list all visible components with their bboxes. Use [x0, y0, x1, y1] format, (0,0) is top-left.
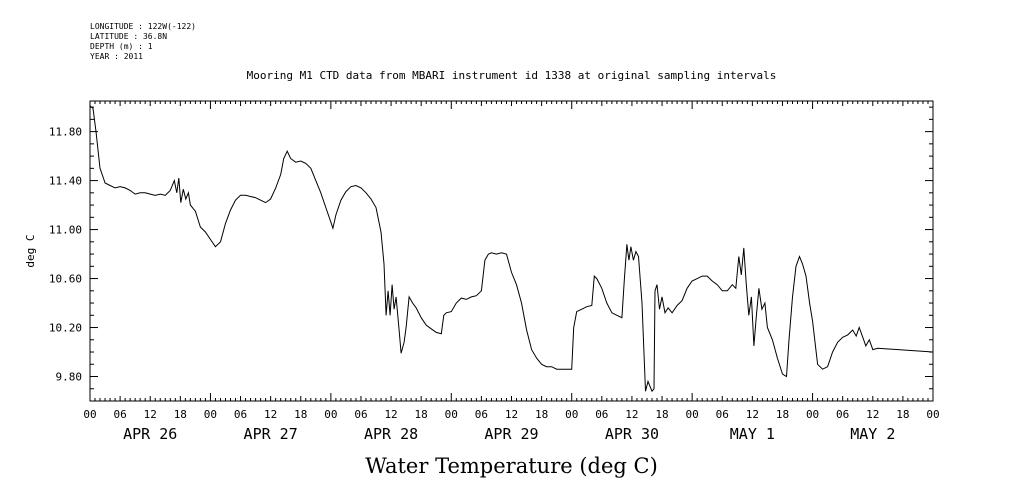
x-hour-label: 18 — [174, 408, 187, 421]
x-hour-label: 00 — [686, 408, 699, 421]
x-day-label: APR 27 — [244, 425, 298, 443]
water-temperature-line — [89, 105, 934, 393]
x-hour-label: 00 — [204, 408, 217, 421]
x-hour-label: 06 — [595, 408, 608, 421]
x-hour-label: 12 — [625, 408, 638, 421]
y-tick-label: 10.60 — [49, 273, 82, 286]
x-hour-label: 06 — [836, 408, 849, 421]
axis-ticks — [89, 101, 934, 402]
x-hour-label: 06 — [716, 408, 729, 421]
x-hour-label: 18 — [415, 408, 428, 421]
x-hour-label: 00 — [806, 408, 819, 421]
x-hour-label: 00 — [565, 408, 578, 421]
x-hour-label: 12 — [746, 408, 759, 421]
x-day-labels: APR 26 APR 27 APR 28 APR 29 APR 30 MAY 1 MAY 2 — [123, 425, 895, 443]
x-hour-label: 06 — [113, 408, 126, 421]
x-day-label: APR 30 — [605, 425, 659, 443]
x-day-label: APR 29 — [484, 425, 538, 443]
x-hour-labels: 00 06 12 18 00 06 12 18 00 06 12 18 00 06 12 18 00 06 12 18… — [83, 408, 939, 421]
x-hour-label: 12 — [144, 408, 157, 421]
year-text: YEAR : 2011 — [90, 52, 143, 61]
y-tick-labels: 11.80 11.40 11.00 10.60 10.20 9.80 — [49, 126, 82, 384]
y-tick-label: 9.80 — [56, 371, 83, 384]
depth-text: DEPTH (m) : 1 — [90, 42, 153, 51]
x-hour-label: 00 — [83, 408, 96, 421]
x-hour-label: 00 — [445, 408, 458, 421]
x-hour-label: 18 — [896, 408, 909, 421]
station-metadata: LONGITUDE : 122W(-122) LATITUDE : 36.8N … — [90, 22, 196, 62]
x-hour-label: 12 — [264, 408, 277, 421]
x-hour-label: 06 — [475, 408, 488, 421]
latitude-text: LATITUDE : 36.8N — [90, 32, 168, 41]
y-tick-label: 11.00 — [49, 224, 82, 237]
y-tick-label: 11.40 — [49, 175, 82, 188]
plot-frame — [89, 100, 934, 402]
chart-title: Mooring M1 CTD data from MBARI instrumen… — [246, 69, 777, 82]
longitude-text: LONGITUDE : 122W(-122) — [90, 22, 196, 31]
x-hour-label: 00 — [324, 408, 337, 421]
y-tick-label: 10.20 — [49, 322, 82, 335]
x-hour-label: 18 — [294, 408, 307, 421]
x-hour-label: 12 — [384, 408, 397, 421]
x-hour-label: 18 — [655, 408, 668, 421]
x-hour-label: 18 — [535, 408, 548, 421]
x-hour-label: 12 — [866, 408, 879, 421]
x-hour-label: 12 — [505, 408, 518, 421]
x-day-label: APR 26 — [123, 425, 177, 443]
x-day-label: MAY 2 — [850, 425, 895, 443]
x-hour-label: 00 — [926, 408, 939, 421]
x-hour-label: 18 — [776, 408, 789, 421]
x-hour-label: 06 — [234, 408, 247, 421]
x-hour-label: 06 — [354, 408, 367, 421]
x-day-label: APR 28 — [364, 425, 418, 443]
y-tick-label: 11.80 — [49, 126, 82, 139]
x-axis-title: Water Temperature (deg C) — [365, 454, 658, 478]
x-day-label: MAY 1 — [730, 425, 775, 443]
y-axis-label: deg C — [24, 234, 37, 267]
